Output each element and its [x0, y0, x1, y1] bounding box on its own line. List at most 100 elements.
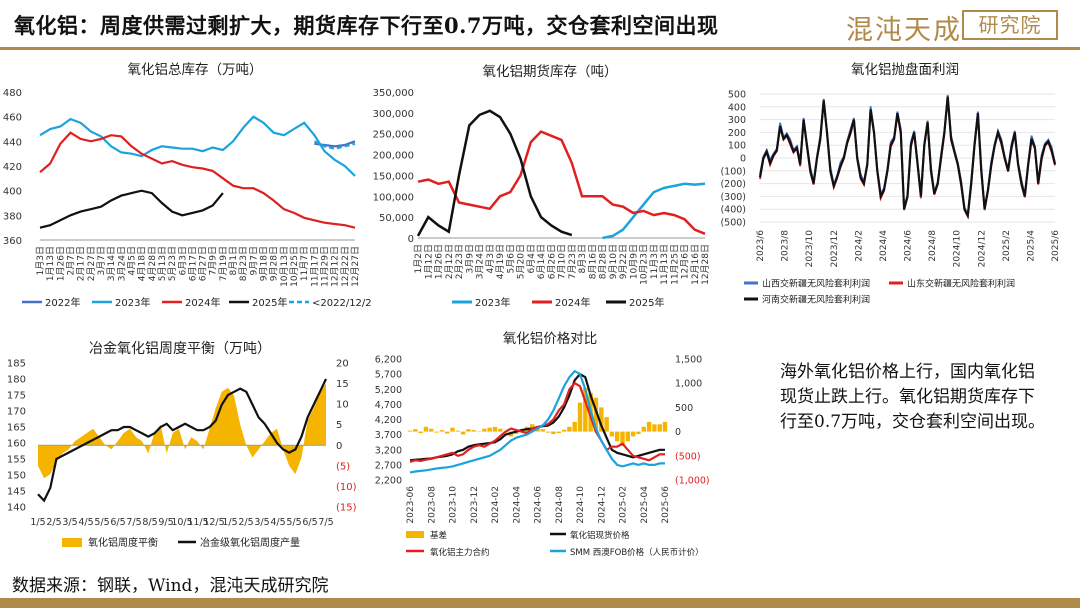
series-line: [39, 115, 356, 177]
x-tick-label: 5月6日: [505, 244, 516, 273]
y-tick-label: 0: [740, 154, 746, 165]
x-tick-label: 6/5: [110, 517, 125, 528]
legend-label: 山东交新疆无风险套利利润: [907, 278, 1015, 290]
basis-bar: [604, 417, 609, 432]
basis-bar: [407, 430, 413, 432]
y-tick-label-right: 10: [336, 400, 349, 411]
basis-bar: [625, 431, 630, 442]
y-tick-label: 100,000: [373, 192, 414, 203]
basis-bar: [434, 431, 439, 433]
x-tick-label: 3月14日: [106, 246, 117, 281]
series-line: [758, 96, 1057, 220]
series-line: [39, 131, 356, 229]
x-tick-label: 3月24日: [475, 244, 486, 279]
basis-bar: [540, 429, 545, 432]
x-tick-label: 6月14日: [536, 244, 547, 279]
y-tick-label: 300: [728, 115, 746, 126]
basis-bar: [423, 426, 429, 432]
x-tick-label: 6月3日: [177, 246, 188, 275]
analysis-note: 海外氧化铝价格上行，国内氧化铝现货止跌上行。氧化铝期货库存下行至0.7万吨，交仓…: [780, 362, 1046, 432]
x-tick-label: 4月19日: [495, 244, 506, 279]
basis-bar: [498, 428, 503, 432]
x-tick-label: 2024-06: [534, 486, 544, 524]
x-tick-label: 9/5: [158, 517, 173, 528]
x-tick-label: 6月17日: [187, 246, 198, 281]
legend-swatch: [62, 538, 82, 547]
header: 氧化铝：周度供需过剩扩大，期货库存下行至0.7万吨，交仓套利空间出现 混沌天成 …: [0, 0, 1080, 52]
y-tick-label: 400: [3, 187, 22, 198]
logo-main-text: 混沌天成: [846, 15, 962, 46]
x-tick-label: 2025/6: [1051, 230, 1061, 262]
x-tick-label: 2月23日: [454, 244, 465, 279]
x-tick-label: 9月28日: [269, 246, 280, 281]
y-tick-label: (200): [720, 179, 746, 190]
x-tick-label: 6月4日: [526, 244, 537, 273]
x-tick-label: 7月19日: [218, 246, 229, 281]
x-tick-label: 10月25日: [289, 246, 300, 287]
legend-label: 山西交新疆无风险套利利润: [762, 278, 870, 290]
y-tick-label-right: 500: [675, 403, 693, 414]
y-tick-label-left: 2,700: [375, 460, 402, 471]
y-tick-label: 250,000: [373, 130, 414, 141]
legend-label: 氧化铝主力合约: [430, 547, 490, 558]
x-tick-label: 2月17日: [76, 246, 87, 281]
y-tick-label-left: 6,200: [375, 355, 402, 366]
x-tick-label: 2月7日: [65, 246, 76, 275]
basis-bar: [620, 431, 625, 447]
x-tick-label: 8/5: [142, 517, 157, 528]
chart-title-weekly-balance: 冶金氧化铝周度平衡（万吨）: [89, 341, 271, 357]
x-tick-label: 2023-06: [406, 486, 416, 524]
legend-label: 2022年: [45, 296, 80, 309]
basis-bar: [514, 431, 519, 434]
basis-bar: [593, 397, 599, 432]
chart-title-total-inventory: 氧化铝总库存（万吨）: [127, 62, 263, 78]
legend-label: 2025年: [252, 296, 287, 309]
y-tick-label-right: 1,500: [675, 355, 702, 366]
x-tick-label: 10/5: [171, 517, 192, 528]
x-tick-label: 12/5: [203, 517, 224, 528]
basis-bar: [413, 429, 418, 432]
x-tick-label: 4/5: [78, 517, 93, 528]
y-tick-label-right: (500): [675, 451, 701, 462]
x-tick-label: 2024-10: [576, 486, 586, 524]
x-tick-label: 12月16日: [690, 244, 701, 285]
y-tick-label-left: 2,200: [375, 476, 402, 487]
x-tick-label: 5月23日: [167, 246, 178, 281]
x-tick-label: 6月27日: [198, 246, 209, 281]
basis-bar: [609, 431, 615, 437]
x-tick-label: 6月26日: [546, 244, 557, 279]
x-tick-label: 4月18日: [137, 246, 148, 281]
x-tick-label: 2025-04: [640, 486, 650, 524]
basis-bar: [492, 426, 498, 432]
x-tick-label: 11/5: [187, 517, 208, 528]
x-tick-label: 3月7日: [96, 246, 107, 275]
chart-title-price-comparison: 氧化铝价格对比: [502, 331, 598, 347]
x-tick-label: 7/5: [126, 517, 141, 528]
y-tick-label: 0: [408, 234, 414, 245]
x-tick-label: 8月23日: [238, 246, 249, 281]
y-tick-label: 200: [728, 128, 746, 139]
y-tick-label: 460: [3, 113, 22, 124]
basis-bar: [445, 431, 450, 434]
y-tick-label: (500): [720, 218, 746, 229]
basis-bar: [561, 429, 567, 432]
x-tick-label: 2024/8: [928, 230, 938, 262]
y-tick-label-left: 175: [7, 391, 26, 402]
basis-bar: [572, 421, 577, 432]
x-tick-label: 4月3日: [485, 244, 496, 273]
y-tick-label-left: 165: [7, 423, 26, 434]
y-tick-label-right: (5): [336, 461, 350, 472]
x-tick-label: 5月13日: [157, 246, 168, 281]
x-tick-label: 4/5: [270, 517, 285, 528]
x-tick-label: 1/5: [30, 517, 45, 528]
x-tick-label: 8月1日: [228, 246, 239, 275]
page-title: 氧化铝：周度供需过剩扩大，期货库存下行至0.7万吨，交仓套利空间出现: [14, 13, 719, 38]
x-tick-label: 5月20日: [516, 244, 527, 279]
x-tick-label: 9月22日: [618, 244, 629, 279]
x-tick-label: 4月28日: [147, 246, 158, 281]
x-tick-label: 2024/6: [904, 230, 914, 262]
y-tick-label-left: 5,700: [375, 370, 402, 381]
x-tick-label: 12月22日: [340, 246, 351, 287]
y-tick-label-right: 0: [336, 441, 342, 452]
